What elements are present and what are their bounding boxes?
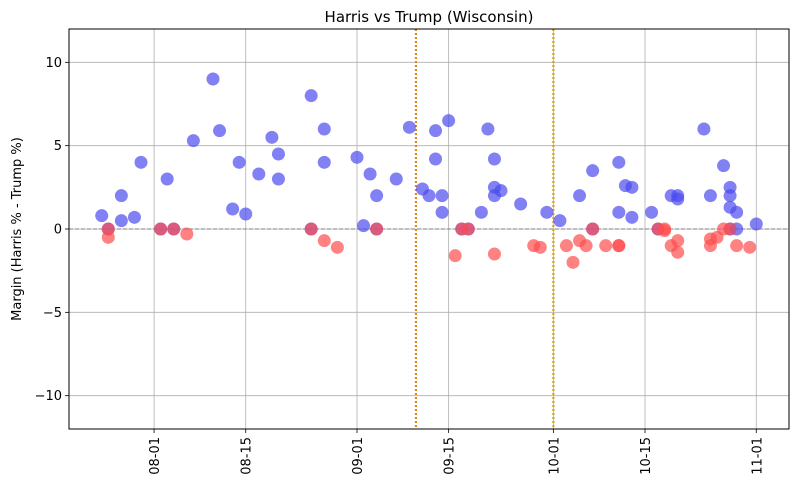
trump-point — [317, 234, 331, 248]
harris-point — [213, 124, 227, 138]
trump-point — [743, 240, 757, 254]
harris-point — [697, 122, 711, 136]
harris-point — [474, 205, 488, 219]
y-axis-label: Margin (Harris % - Trump %) — [10, 137, 25, 321]
harris-point — [370, 189, 384, 203]
trump-point — [671, 245, 685, 259]
harris-point — [625, 180, 639, 194]
harris-point — [317, 122, 331, 136]
harris-point — [540, 205, 554, 219]
harris-point — [586, 164, 600, 178]
harris-point — [252, 167, 266, 181]
trump-point — [658, 224, 672, 238]
trump-point — [330, 240, 344, 254]
harris-point — [271, 172, 285, 186]
harris-point — [717, 159, 731, 173]
trump-point — [559, 239, 573, 253]
harris-point — [357, 219, 371, 233]
x-tick-label: 08-01 — [148, 437, 163, 475]
trump-point — [533, 240, 547, 254]
harris-point — [186, 134, 200, 148]
x-tick-label: 10-15 — [639, 437, 654, 475]
trump-point — [586, 222, 600, 236]
trump-point — [167, 222, 181, 236]
x-tick-label: 09-01 — [351, 437, 366, 475]
trump-point — [730, 239, 744, 253]
x-tick-label: 11-01 — [750, 437, 765, 475]
harris-point — [114, 189, 128, 203]
trump-point — [612, 239, 626, 253]
chart-title: Harris vs Trump (Wisconsin) — [325, 8, 534, 26]
y-tick-label: 0 — [54, 223, 62, 238]
harris-point — [134, 155, 148, 169]
harris-point — [494, 184, 508, 198]
y-tick-label: −5 — [43, 306, 62, 321]
trump-point — [461, 222, 475, 236]
x-tick-label: 08-15 — [240, 437, 255, 475]
harris-point — [730, 205, 744, 219]
harris-point — [350, 150, 364, 164]
trump-point — [448, 249, 462, 263]
trump-point — [723, 222, 737, 236]
trump-point — [579, 239, 593, 253]
harris-point — [429, 124, 443, 138]
trump-point — [370, 222, 384, 236]
harris-point — [487, 152, 501, 166]
harris-point — [645, 205, 659, 219]
harris-point — [625, 210, 639, 224]
y-tick-label: −10 — [35, 389, 62, 404]
harris-point — [363, 167, 377, 181]
harris-point — [749, 217, 763, 231]
trump-point — [101, 230, 115, 244]
harris-point — [95, 209, 109, 223]
harris-point — [481, 122, 495, 136]
axis-ticks: 08-01 08-15 09-01 09-15 10-01 10-15 11-01 −10 −5… — [35, 56, 766, 475]
harris-point — [206, 72, 220, 86]
harris-point — [703, 189, 717, 203]
y-tick-label: 10 — [45, 56, 62, 71]
harris-point — [573, 189, 587, 203]
harris-point — [114, 214, 128, 228]
harris-point — [271, 147, 285, 161]
harris-point — [232, 155, 246, 169]
x-tick-label: 10-01 — [547, 437, 562, 475]
harris-point — [389, 172, 403, 186]
trump-point — [487, 247, 501, 261]
harris-point — [723, 180, 737, 194]
data-points — [95, 72, 763, 269]
harris-point — [265, 130, 279, 144]
harris-point — [317, 155, 331, 169]
harris-point — [514, 197, 528, 211]
harris-point — [304, 89, 318, 103]
x-tick-label: 09-15 — [443, 437, 458, 475]
trump-point — [599, 239, 613, 253]
harris-point — [422, 189, 436, 203]
harris-point — [239, 207, 253, 221]
harris-point — [127, 210, 141, 224]
harris-point — [435, 205, 449, 219]
harris-point — [612, 155, 626, 169]
harris-point — [160, 172, 174, 186]
trump-point — [304, 222, 318, 236]
trump-point — [180, 227, 194, 241]
harris-point — [402, 120, 416, 134]
harris-point — [671, 192, 685, 206]
harris-point — [612, 205, 626, 219]
trump-point — [671, 234, 685, 248]
trump-point — [154, 222, 168, 236]
harris-point — [442, 114, 456, 128]
harris-point — [435, 189, 449, 203]
harris-point — [226, 202, 240, 216]
harris-point — [429, 152, 443, 166]
y-tick-label: 5 — [54, 139, 62, 154]
trump-point — [566, 255, 580, 269]
harris-point — [553, 214, 567, 228]
